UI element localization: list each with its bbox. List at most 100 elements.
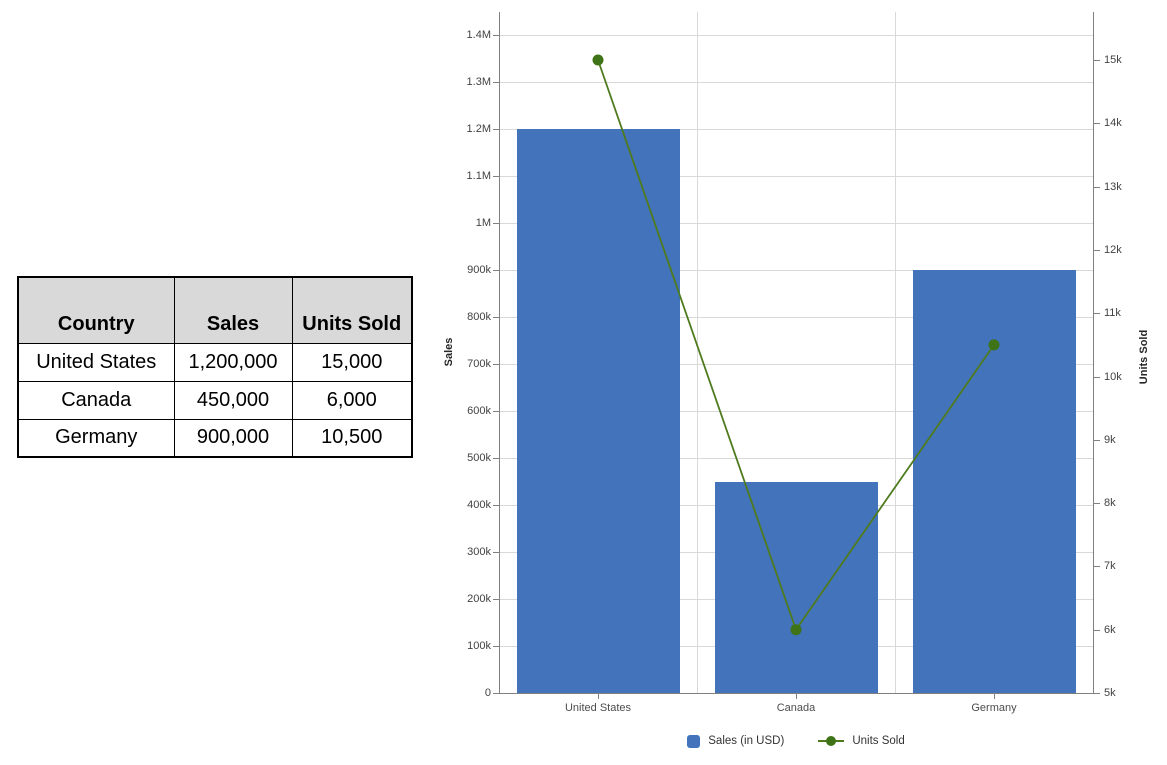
right-axis-tick [1094, 439, 1100, 441]
data-table-body: United States 1,200,000 15,000 Canada 450,00… [17, 342, 413, 458]
gridline-vertical [697, 12, 698, 693]
right-axis-tick [1094, 313, 1100, 315]
table-cell: Canada [17, 380, 175, 420]
gridline-horizontal [499, 82, 1093, 83]
right-axis-tick [1094, 376, 1100, 378]
right-axis-tick-label: 8k [1104, 497, 1116, 510]
right-axis-tick [1094, 503, 1100, 505]
data-table-head: Country Sales Units Sold [17, 276, 413, 344]
table-header-cell: Country [17, 276, 175, 344]
right-axis-tick-label: 13k [1104, 180, 1122, 193]
line-point-united-states [592, 54, 604, 66]
table-cell: 15,000 [291, 342, 413, 382]
legend-dot-icon [826, 736, 837, 746]
right-axis-tick-label: 6k [1104, 623, 1116, 636]
right-axis-title: Units Sold [1138, 329, 1150, 385]
left-axis-tick [493, 505, 499, 506]
left-axis-tick [493, 646, 499, 647]
table-row: United States 1,200,000 15,000 [17, 342, 413, 382]
right-axis-tick-label: 14k [1104, 117, 1122, 130]
units-legend-marker-icon [818, 735, 845, 747]
table-cell: 1,200,000 [173, 342, 293, 382]
left-axis-tick-label: 300k [467, 546, 491, 558]
table-cell: 6,000 [291, 380, 413, 420]
sales-legend-swatch-icon [687, 734, 701, 748]
right-axis-tick-label: 10k [1104, 370, 1122, 383]
table-cell: United States [17, 342, 175, 382]
right-axis-tick-label: 9k [1104, 433, 1116, 446]
bar-germany [912, 270, 1076, 693]
left-axis-tick [493, 411, 499, 412]
left-axis-tick [493, 317, 499, 318]
left-axis-tick-label: 600k [467, 405, 491, 417]
left-axis-tick [493, 223, 499, 224]
right-axis-tick [1094, 249, 1100, 251]
left-axis-tick [493, 176, 499, 177]
right-axis-tick [1094, 123, 1100, 125]
left-axis-tick-label: 1.2M [466, 123, 491, 135]
table-cell: Germany [17, 418, 175, 458]
table-cell: 900,000 [173, 418, 293, 458]
table-header-cell: Sales [173, 276, 293, 344]
left-axis-tick [493, 693, 499, 694]
table-cell: 450,000 [173, 380, 293, 420]
right-axis-tick [1094, 693, 1100, 694]
table-header-row: Country Sales Units Sold [17, 276, 413, 344]
right-axis-tick-label: 11k [1104, 307, 1121, 320]
bar-united-states [516, 129, 680, 693]
left-axis-line [499, 12, 500, 694]
table-cell: 10,500 [291, 418, 413, 458]
right-axis-line [1093, 12, 1094, 694]
x-axis-tick [796, 694, 797, 699]
legend-label-sales: Sales (in USD) [708, 735, 785, 747]
left-axis-tick [493, 270, 499, 271]
right-axis-tick-label: 15k [1104, 54, 1122, 66]
legend-item-units: Units Sold [818, 735, 905, 747]
left-axis-tick-label: 900k [467, 264, 491, 276]
x-axis-tick [598, 694, 599, 699]
left-axis-tick [493, 129, 499, 130]
left-axis-tick [493, 458, 499, 459]
right-axis-tick [1094, 60, 1100, 61]
bar-canada [714, 481, 878, 693]
left-axis-tick-label: 1M [475, 217, 491, 229]
combo-chart: 0 100k 200k 300k 400k 500k 600k 700k 800k 900k 1M 1… [440, 0, 1167, 765]
x-axis-category-label: United States [564, 702, 632, 714]
left-axis-tick [493, 82, 499, 83]
left-axis-tick-label: 200k [467, 593, 491, 605]
gridline-vertical [895, 12, 896, 693]
table-row: Germany 900,000 10,500 [17, 418, 413, 458]
right-axis-tick-label: 12k [1104, 243, 1122, 256]
data-table: Country Sales Units Sold United States 1,20… [17, 276, 413, 458]
right-axis-tick [1094, 186, 1100, 188]
left-axis-tick-label: 800k [467, 311, 491, 323]
left-axis-tick-label: 700k [467, 358, 491, 370]
bottom-axis-line [499, 693, 1094, 694]
left-axis-tick-label: 1.4M [466, 29, 491, 41]
right-axis-tick-label: 5k [1104, 687, 1116, 699]
left-axis-tick [493, 599, 499, 600]
left-axis-tick [493, 552, 499, 553]
left-axis-tick-label: 1.1M [466, 170, 491, 182]
legend-label-units: Units Sold [852, 735, 905, 747]
left-axis-tick [493, 364, 499, 365]
gridline-horizontal [499, 35, 1093, 36]
left-axis-tick-label: 0 [484, 687, 491, 699]
table-header-cell: Units Sold [291, 276, 413, 344]
right-axis-tick-label: 7k [1104, 560, 1116, 573]
right-axis-tick [1094, 566, 1100, 568]
chart-legend: Sales (in USD) Units Sold [499, 729, 1093, 753]
left-axis-tick-label: 1.3M [466, 76, 491, 88]
x-axis-category-label: Canada [776, 702, 816, 714]
table-row: Canada 450,000 6,000 [17, 380, 413, 420]
x-axis-category-label: Germany [971, 702, 1017, 714]
left-axis-tick [493, 35, 499, 36]
left-axis-title: Sales [443, 337, 455, 367]
right-axis-tick [1094, 629, 1100, 631]
left-axis-tick-label: 100k [467, 640, 491, 652]
left-axis-tick-label: 500k [467, 452, 491, 464]
legend-item-sales: Sales (in USD) [687, 734, 785, 748]
left-axis-tick-label: 400k [467, 499, 491, 511]
x-axis-tick [994, 694, 995, 699]
